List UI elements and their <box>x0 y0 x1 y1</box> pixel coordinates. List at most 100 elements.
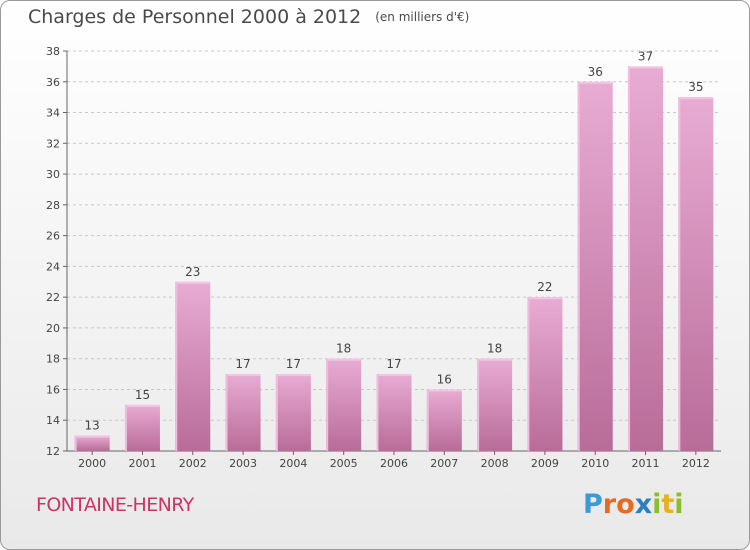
y-tick-label: 12 <box>46 445 60 458</box>
value-label: 17 <box>386 357 401 371</box>
x-tick-label: 2004 <box>279 457 307 470</box>
y-tick-label: 26 <box>46 230 60 243</box>
bar-top-highlight <box>124 404 160 407</box>
value-label: 35 <box>688 80 703 94</box>
bar-top-highlight <box>175 281 211 284</box>
value-label: 18 <box>336 342 351 356</box>
bar-2006 <box>376 374 412 451</box>
x-tick-label: 2000 <box>78 457 106 470</box>
x-tick-label: 2007 <box>430 457 458 470</box>
x-tick-label: 2009 <box>531 457 559 470</box>
x-tick-label: 2005 <box>330 457 358 470</box>
bar-2004 <box>275 374 311 451</box>
bar-2008 <box>477 358 513 451</box>
x-tick-label: 2006 <box>380 457 408 470</box>
bar-top-highlight <box>678 97 714 100</box>
value-label: 18 <box>487 342 502 356</box>
x-tick-label: 2012 <box>682 457 710 470</box>
y-tick-label: 34 <box>46 107 60 120</box>
bar-left-highlight <box>275 374 278 451</box>
bar-2001 <box>124 404 160 451</box>
logo-letter: x <box>634 489 653 520</box>
value-label: 17 <box>286 357 301 371</box>
value-label: 36 <box>588 65 603 79</box>
bar <box>326 358 362 451</box>
value-label: 15 <box>135 388 150 402</box>
commune-name: FONTAINE-HENRY <box>36 494 194 516</box>
bar-top-highlight <box>577 81 613 84</box>
y-tick-label: 24 <box>46 260 60 273</box>
bar-2005 <box>326 358 362 451</box>
value-label: 23 <box>185 265 200 279</box>
x-tick-label: 2008 <box>481 457 509 470</box>
logo-letter: P <box>583 489 603 520</box>
value-label: 22 <box>537 280 552 294</box>
bar-left-highlight <box>477 358 480 451</box>
x-tick-label: 2011 <box>632 457 660 470</box>
y-tick-label: 22 <box>46 291 60 304</box>
y-tick-label: 14 <box>46 414 60 427</box>
title-unit: (en milliers d'€) <box>375 10 470 24</box>
x-tick-label: 2010 <box>581 457 609 470</box>
bar <box>376 374 412 451</box>
bar-2000 <box>74 435 110 451</box>
bar-left-highlight <box>628 66 631 451</box>
logo-letter: o <box>616 489 635 520</box>
bar-top-highlight <box>326 358 362 361</box>
chart-title: Charges de Personnel 2000 à 2012 (en mill… <box>28 6 469 28</box>
bar <box>124 404 160 451</box>
bar-top-highlight <box>628 66 664 69</box>
bar-left-highlight <box>577 81 580 452</box>
x-tick-label: 2001 <box>128 457 156 470</box>
bar <box>678 97 714 452</box>
bar-left-highlight <box>426 389 429 451</box>
bar-2011 <box>628 66 664 451</box>
bar <box>275 374 311 451</box>
logo-letter: t <box>661 489 675 520</box>
bar <box>477 358 513 451</box>
bar <box>426 389 462 451</box>
value-label: 13 <box>85 419 100 433</box>
value-label: 16 <box>437 372 452 386</box>
bar-top-highlight <box>426 389 462 392</box>
bar <box>74 435 110 451</box>
bar <box>175 281 211 451</box>
x-tick-label: 2003 <box>229 457 257 470</box>
bar-2009 <box>527 297 563 451</box>
y-tick-label: 28 <box>46 199 60 212</box>
bar-left-highlight <box>527 297 530 451</box>
bar-top-highlight <box>527 297 563 300</box>
value-label: 17 <box>235 357 250 371</box>
bar-2010 <box>577 81 613 452</box>
bar-left-highlight <box>225 374 228 451</box>
bar-top-highlight <box>376 374 412 377</box>
bar-left-highlight <box>124 404 127 451</box>
y-tick-label: 30 <box>46 168 60 181</box>
bar-top-highlight <box>74 435 110 438</box>
proxiti-logo: Proxiti <box>583 489 684 520</box>
bar <box>527 297 563 451</box>
logo-letter: i <box>652 489 662 520</box>
bar-top-highlight <box>477 358 513 361</box>
bar-left-highlight <box>376 374 379 451</box>
y-tick-label: 36 <box>46 76 60 89</box>
x-tick-label: 2002 <box>179 457 207 470</box>
bar <box>628 66 664 451</box>
value-label: 37 <box>638 49 653 63</box>
bar-left-highlight <box>175 281 178 451</box>
bar-2002 <box>175 281 211 451</box>
bar-left-highlight <box>678 97 681 452</box>
y-tick-label: 20 <box>46 322 60 335</box>
y-tick-label: 16 <box>46 383 60 396</box>
bar-top-highlight <box>275 374 311 377</box>
bar <box>225 374 261 451</box>
bar-left-highlight <box>74 435 77 451</box>
bar-2012 <box>678 97 714 452</box>
y-tick-label: 32 <box>46 137 60 150</box>
bar-2007 <box>426 389 462 451</box>
logo-letter: i <box>674 489 684 520</box>
bar <box>577 81 613 452</box>
y-tick-label: 18 <box>46 353 60 366</box>
